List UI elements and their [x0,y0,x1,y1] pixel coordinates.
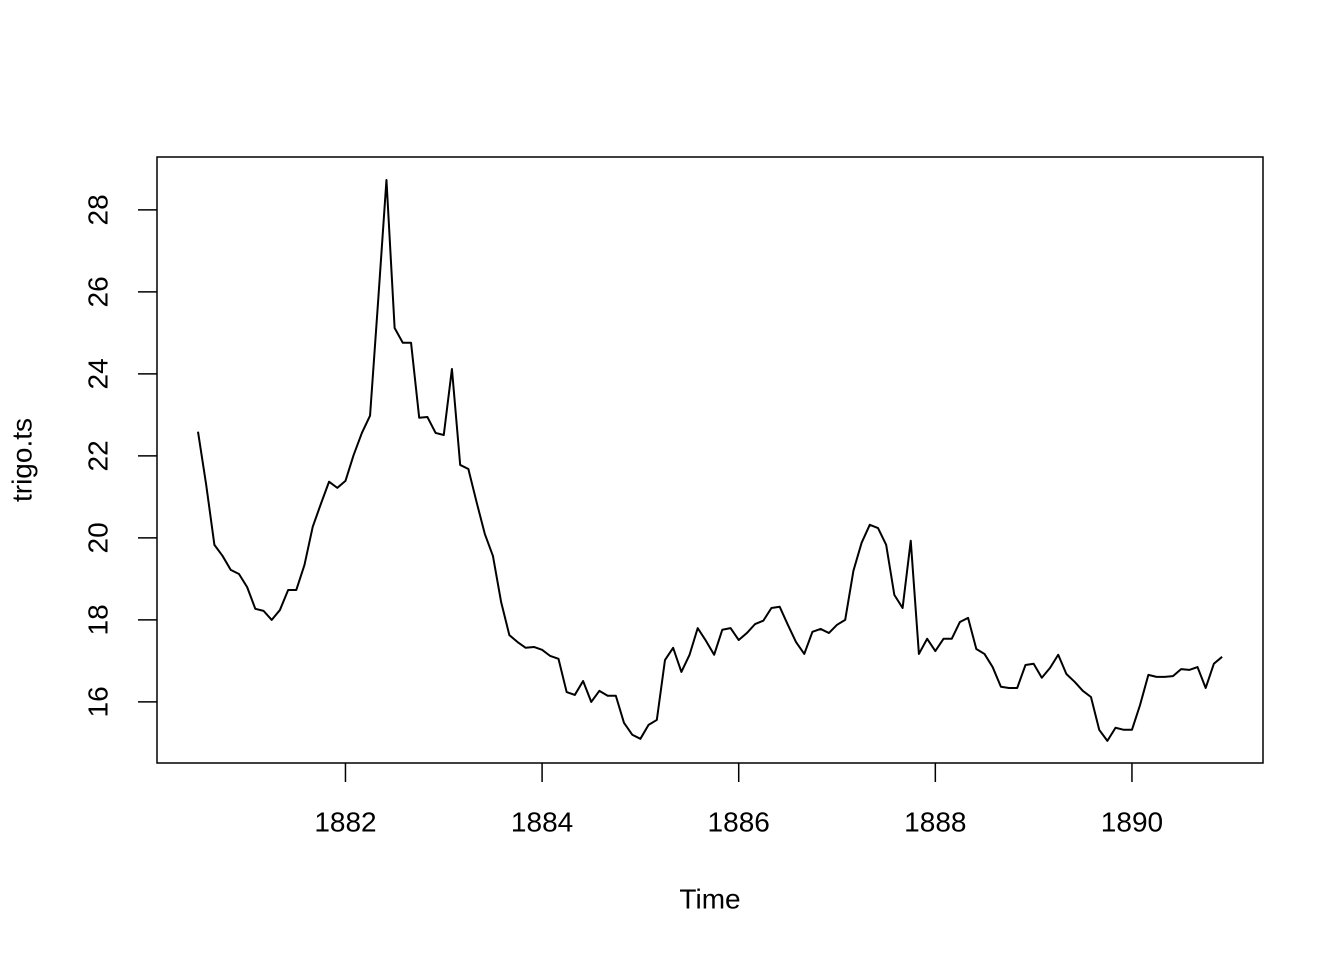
x-axis-label: Time [679,883,740,914]
plot-frame [156,156,1264,764]
x-tick-label: 1884 [511,806,573,837]
x-tick-label: 1886 [708,806,770,837]
x-tick-label: 1890 [1101,806,1163,837]
y-tick-label: 16 [82,686,113,717]
y-tick-label: 24 [82,358,113,389]
y-tick-label: 26 [82,276,113,307]
series-line [197,178,1223,742]
x-tick-label: 1888 [904,806,966,837]
y-axis-label: trigo.ts [6,418,37,502]
y-tick-label: 18 [82,604,113,635]
x-tick-label: 1882 [314,806,376,837]
y-tick-label: 22 [82,440,113,471]
y-tick-label: 28 [82,194,113,225]
y-tick-label: 20 [82,522,113,553]
